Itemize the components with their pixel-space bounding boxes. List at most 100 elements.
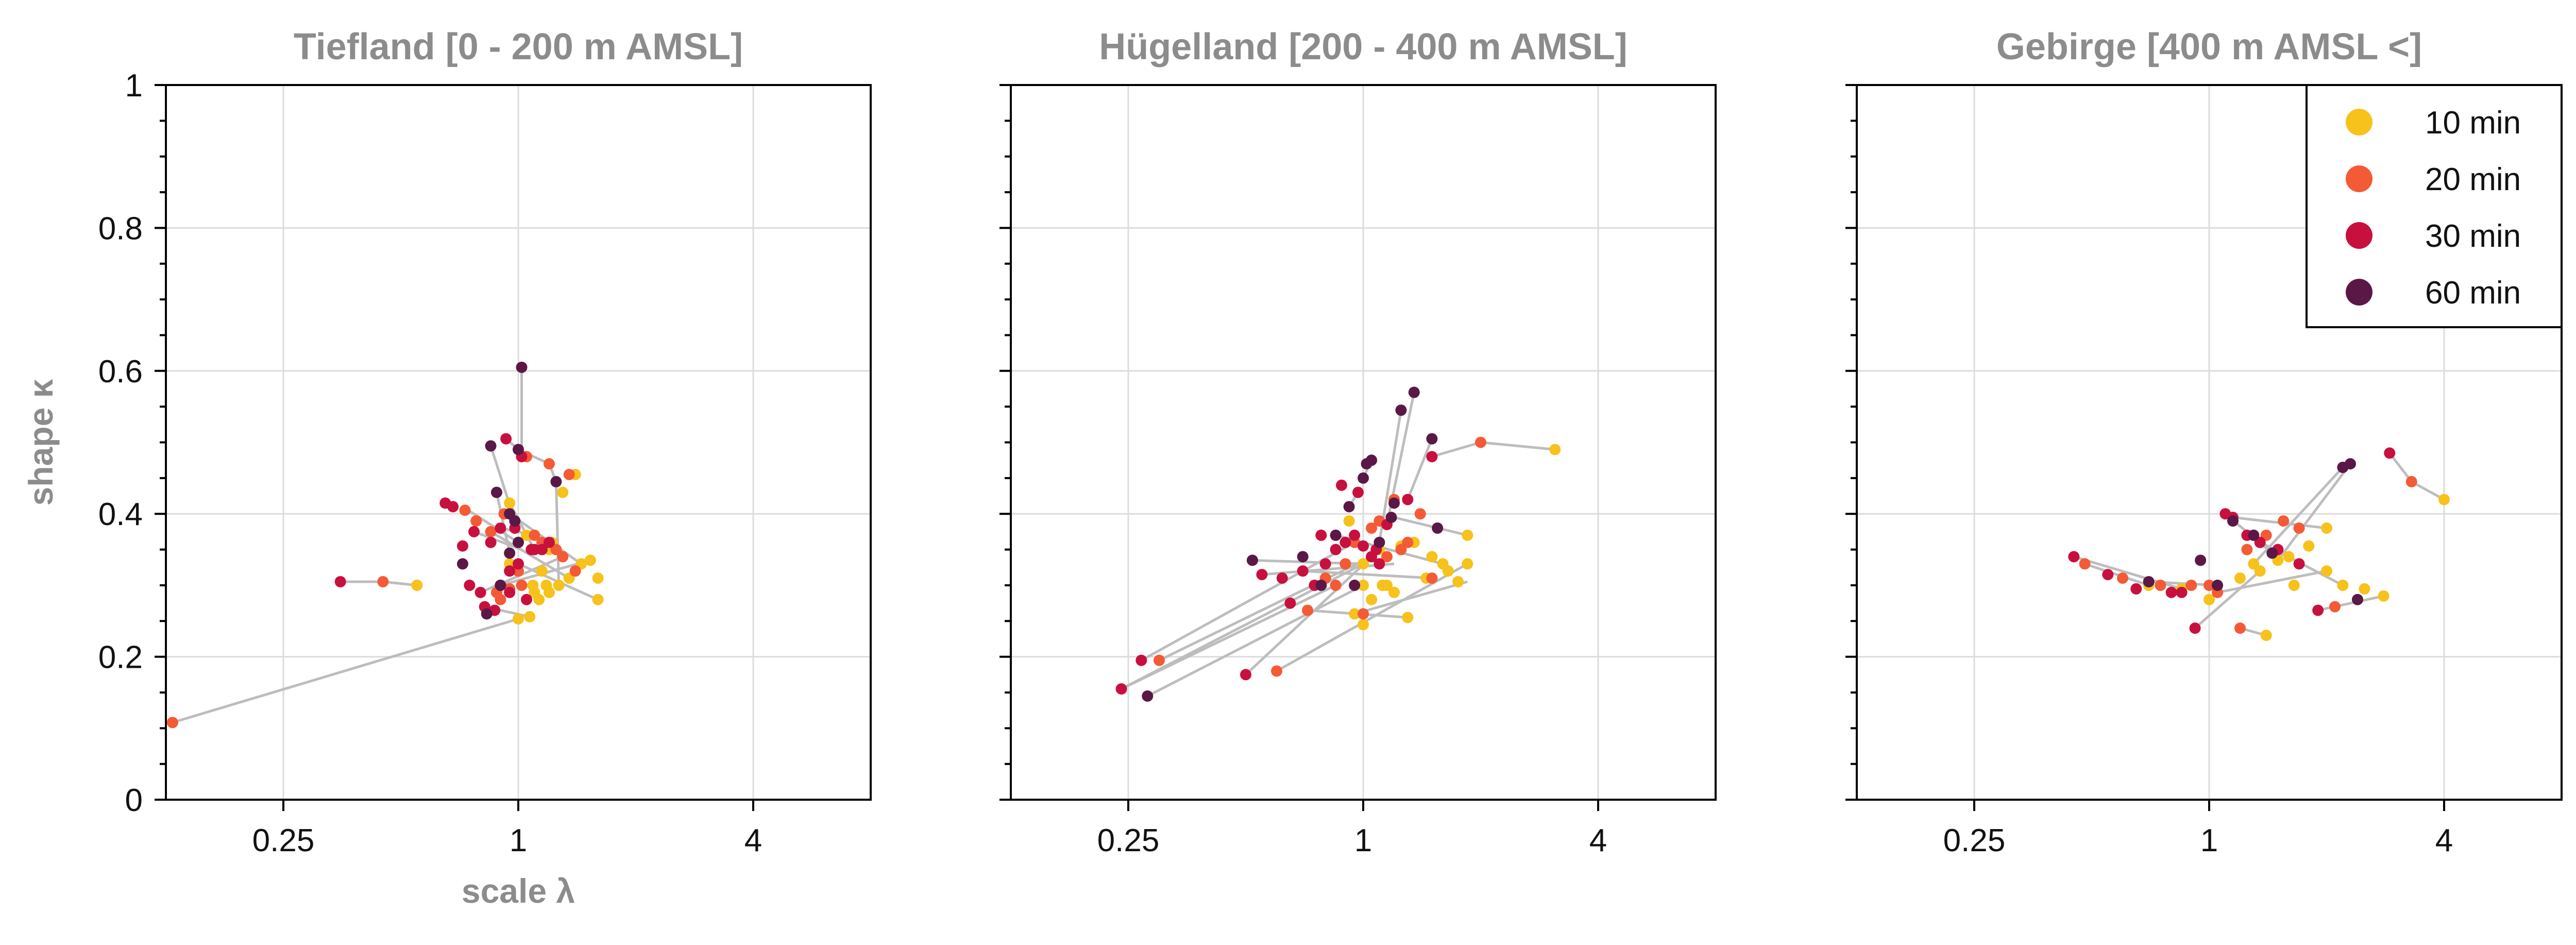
data-point [1432,522,1444,534]
data-point [1358,579,1369,591]
data-point [536,544,548,555]
y-tick-label: 0.6 [98,354,143,390]
link-line [1480,441,1555,451]
series-60-min [1142,386,1444,702]
link-line [1354,580,1468,615]
data-point [569,565,581,577]
data-point [2143,576,2155,587]
data-point [516,361,528,373]
data-point [513,536,524,548]
data-point [2344,458,2356,470]
data-point [592,594,604,605]
data-point [2303,540,2315,552]
data-point [490,486,502,498]
data-point [474,586,486,598]
data-point [456,558,468,570]
data-point [485,440,497,452]
data-point [2321,565,2332,577]
legend-marker [2346,279,2372,306]
data-point [1330,579,1342,591]
y-axis-label: shape κ [22,379,60,505]
link-line [383,580,417,587]
data-point [1315,579,1327,591]
legend-label: 60 min [2425,275,2521,311]
data-point [2438,494,2450,505]
x-tick-label: 1 [1354,823,1372,858]
data-point [2283,551,2295,563]
data-point [468,526,480,537]
data-point [504,497,516,509]
data-point [447,501,459,513]
data-point [166,717,178,729]
data-point [1442,565,1454,577]
data-point [1301,604,1313,616]
data-point [2241,544,2253,555]
data-point [1240,669,1251,681]
data-point [2068,551,2080,563]
data-point [1270,665,1282,677]
data-point [1402,612,1414,623]
data-point [1297,551,1309,563]
data-point [1381,551,1393,563]
data-point [1142,690,1154,702]
data-point [1330,529,1342,541]
data-point [584,554,596,566]
series-60-min [2143,458,2363,605]
data-point [1343,515,1355,527]
data-point [1462,529,1473,541]
data-point [1358,558,1369,570]
data-point [1366,522,1378,534]
data-point [2227,515,2239,527]
data-point [1374,558,1385,570]
data-point [2195,554,2207,566]
data-point [1349,608,1361,620]
x-tick-label: 1 [2200,823,2218,858]
y-tick-label: 0.8 [98,211,143,246]
data-point [2266,547,2278,559]
data-point [500,433,512,445]
data-point [1361,458,1372,470]
legend-marker [2346,222,2372,249]
y-tick-label: 0.2 [98,640,143,676]
data-point [2293,558,2305,570]
link-line [1406,438,1433,500]
data-point [543,536,555,548]
series-10-min [2143,494,2450,641]
data-point [1349,579,1361,591]
data-point [2189,622,2201,634]
legend-label: 10 min [2425,105,2521,141]
link-line [2194,570,2261,629]
data-point [2312,604,2324,616]
data-point [1276,572,1288,584]
data-point [2329,601,2341,613]
data-point [504,565,516,577]
data-point [557,551,569,563]
data-point [495,522,506,534]
data-point [504,508,516,520]
data-point [464,579,476,591]
series-20-min [2079,476,2417,634]
data-point [2288,579,2300,591]
x-tick-label: 1 [510,823,527,858]
data-point [1426,451,1438,463]
x-tick-label: 0.25 [1097,823,1160,858]
data-point [1549,444,1561,455]
data-point [504,586,516,598]
data-point [2405,476,2417,487]
data-point [513,613,524,625]
data-point [2359,583,2370,595]
data-point [2165,586,2177,598]
data-point [459,504,471,516]
data-point [1408,386,1420,398]
legend-marker [2346,109,2372,136]
data-point [1366,594,1378,605]
data-point [2321,522,2332,534]
data-point [550,544,562,555]
link-line [2388,452,2413,483]
data-point [504,547,516,559]
data-point [1358,472,1369,484]
data-point [1395,404,1407,416]
data-point [553,579,565,591]
panel-tiefland: Tiefland [0 - 200 m AMSL] scale λ shape … [22,26,872,910]
data-point [2248,558,2260,570]
